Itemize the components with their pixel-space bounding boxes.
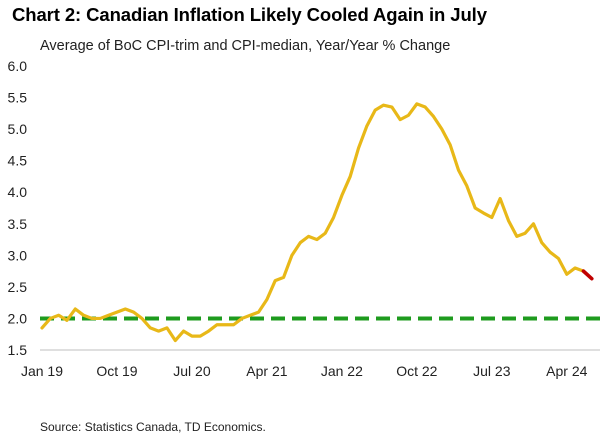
series-layer (40, 102, 600, 343)
y-tick-label: 4.0 (8, 184, 28, 200)
x-tick-label: Apr 24 (546, 363, 587, 379)
y-tick-label: 4.5 (8, 153, 28, 169)
y-tick-label: 2.0 (8, 310, 28, 326)
forecast-line-segment (581, 269, 594, 281)
x-tick-label: Jan 22 (321, 363, 363, 379)
y-tick-label: 1.5 (8, 342, 28, 358)
chart-subtitle: Average of BoC CPI-trim and CPI-median, … (40, 38, 451, 54)
y-tick-label: 3.5 (8, 216, 28, 232)
source-note: Source: Statistics Canada, TD Economics. (40, 420, 266, 434)
y-tick-label: 6.0 (8, 58, 28, 74)
x-tick-label: Jul 20 (173, 363, 211, 379)
x-tick-label: Jul 23 (473, 363, 511, 379)
chart-title: Chart 2: Canadian Inflation Likely Coole… (12, 4, 487, 25)
y-tick-label: 5.5 (8, 90, 28, 106)
y-axis-ticks: 1.5 2.0 2.5 3.0 3.5 4.0 4.5 5.0 5.5 6.0 (8, 58, 28, 358)
series-line-core-inflation (40, 102, 586, 343)
x-axis-ticks: Jan 19 Oct 19 Jul 20 Apr 21 Jan 22 Oct 22 Jul … (21, 363, 588, 379)
y-tick-label: 5.0 (8, 121, 28, 137)
y-tick-label: 2.5 (8, 279, 28, 295)
x-tick-label: Apr 21 (246, 363, 287, 379)
x-tick-label: Oct 19 (96, 363, 137, 379)
y-tick-label: 3.0 (8, 247, 28, 263)
x-tick-label: Jan 19 (21, 363, 63, 379)
x-tick-label: Oct 22 (396, 363, 437, 379)
